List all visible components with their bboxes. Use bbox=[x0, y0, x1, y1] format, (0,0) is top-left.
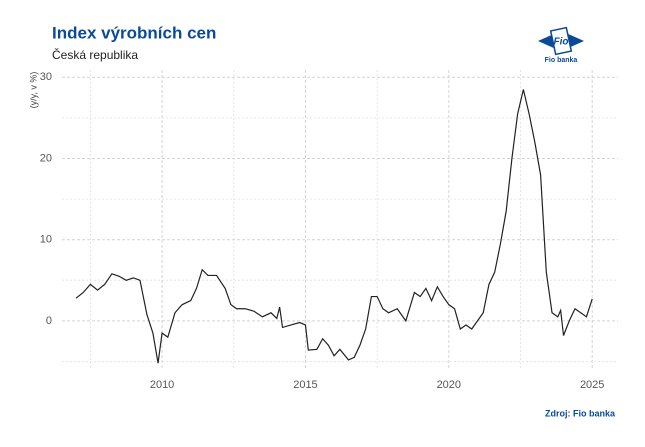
x-tick-label: 2020 bbox=[437, 379, 461, 391]
y-tick-label: 30 bbox=[40, 71, 52, 83]
logo-mark: Fio bbox=[554, 37, 569, 48]
x-tick-label: 2025 bbox=[580, 379, 604, 391]
chart-title: Index výrobních cen bbox=[52, 23, 216, 42]
line bbox=[75, 89, 593, 364]
chart-subtitle: Česká republika bbox=[52, 47, 138, 62]
logo-text: Fio banka bbox=[545, 57, 578, 64]
y-tick-label: 10 bbox=[40, 234, 52, 246]
x-tick-label: 2015 bbox=[293, 379, 317, 391]
logo: Fio Fio banka bbox=[538, 26, 584, 64]
y-tick-label: 0 bbox=[46, 315, 52, 327]
logo-card bbox=[549, 26, 573, 56]
y-axis-label: (y/y, v %) bbox=[28, 72, 38, 109]
x-tick-label: 2010 bbox=[150, 379, 174, 391]
y-tick-label: 20 bbox=[40, 152, 52, 164]
source: Zdroj: Fio banka bbox=[545, 408, 616, 418]
